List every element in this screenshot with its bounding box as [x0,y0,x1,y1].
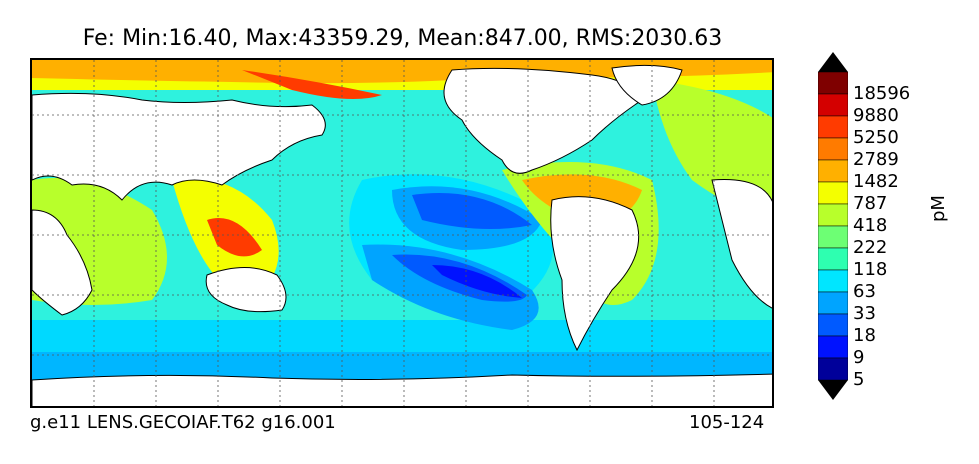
run-id-label: g.e11 LENS.GECOIAF.T62 g16.001 [30,412,336,433]
colorbar-tick-label: 9 [853,347,865,368]
map-svg [32,60,772,406]
colorbar-extend-top [818,52,848,72]
colorbar-segment [818,247,848,271]
arctic-orange [32,60,772,84]
colorbar-tick-label: 5 [853,369,865,390]
colorbar-tick-label: 33 [853,303,876,324]
colorbar-tick-label: 18596 [853,83,911,104]
colorbar-segment [818,159,848,183]
colorbar-segment [818,203,848,227]
land [32,64,772,406]
colorbar-segment [818,181,848,205]
africa-east [32,209,93,316]
eurasia [32,92,326,201]
pacific-low-3 [412,193,532,229]
colorbar-tick-label: 222 [853,237,888,258]
colorbar-tick-label: 2789 [853,149,899,170]
colorbar-tick-label: 418 [853,215,888,236]
north-america [443,67,643,174]
africa-west [711,179,772,309]
plot-title: Fe: Min:16.40, Max:43359.29, Mean:847.00… [82,26,723,51]
colorbar-extend-bottom [818,380,848,400]
colorbar-tick-label: 1482 [853,171,899,192]
colorbar-segment [818,93,848,117]
colorbar-segment [818,269,848,293]
colorbar-tick-label: 18 [853,325,876,346]
colorbar-tick-label: 5250 [853,127,899,148]
australia [205,267,287,313]
colorbar-segment [818,335,848,359]
colorbar-segment [818,225,848,249]
graticule [32,60,772,406]
pacific-low-6 [432,265,522,298]
colorbar-segment [818,71,848,95]
colorbar-tick-label: 118 [853,259,888,280]
colorbar-tick-label: 787 [853,193,888,214]
colorbar-tick-label: 9880 [853,105,899,126]
antarctica [32,373,772,406]
colorbar-unit-label: pM [928,195,949,222]
colorbar-tick-label: 63 [853,281,876,302]
ocean-iron-map [30,58,774,408]
indonesia-red [207,218,262,257]
colorbar-segment [818,357,848,381]
colorbar-segment [818,115,848,139]
colorbar-segment [818,291,848,315]
year-range-label: 105-124 [689,412,765,433]
colorbar [818,52,848,400]
greenland [611,64,683,106]
colorbar-segment [818,137,848,161]
bering-red [242,70,382,99]
colorbar-segment [818,313,848,337]
